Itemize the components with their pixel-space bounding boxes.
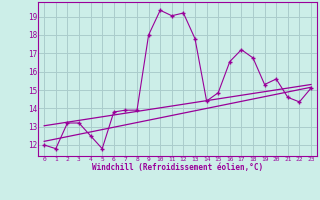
X-axis label: Windchill (Refroidissement éolien,°C): Windchill (Refroidissement éolien,°C) — [92, 163, 263, 172]
